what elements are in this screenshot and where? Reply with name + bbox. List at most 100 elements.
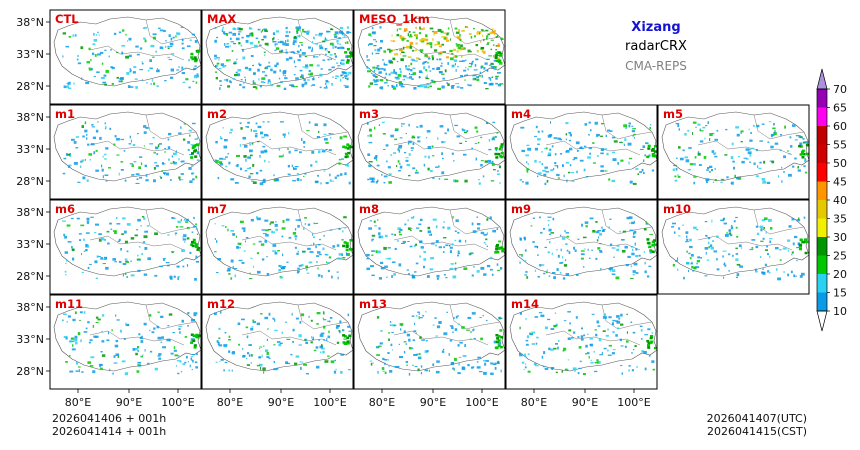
lon-tick-label: 80°E bbox=[521, 396, 547, 409]
panel-label: m14 bbox=[511, 297, 539, 311]
lat-tick-label: 38°N bbox=[16, 206, 44, 219]
lat-tick-label: 33°N bbox=[16, 48, 44, 61]
panel-m5: m5 bbox=[657, 104, 810, 200]
colorbar-segment bbox=[817, 163, 827, 182]
colorbar-segment bbox=[817, 200, 827, 219]
panel-grid: CTL MAX MESO_1km m1 m2 m3 m4 m5 m6 m7 m8 m9 m10 m11 m1… bbox=[49, 9, 810, 390]
system-title: CMA-REPS bbox=[625, 59, 687, 73]
lat-tick-label: 33°N bbox=[16, 333, 44, 346]
colorbar-tick-label: 70 bbox=[833, 83, 847, 96]
valid-time-block: 2026041407(UTC) 2026041415(CST) bbox=[697, 412, 807, 438]
colorbar-segment bbox=[817, 274, 827, 293]
panel-label: m11 bbox=[55, 297, 83, 311]
panel-label: m12 bbox=[207, 297, 235, 311]
colorbar-segment bbox=[817, 144, 827, 163]
region-title: Xizang bbox=[631, 20, 681, 35]
panel-m11: m11 bbox=[49, 294, 202, 390]
colorbar-tick-label: 15 bbox=[833, 287, 847, 300]
lat-tick-label: 38°N bbox=[16, 111, 44, 124]
panel-label: m9 bbox=[511, 202, 531, 216]
colorbar-tick-label: 55 bbox=[833, 139, 847, 152]
colorbar-tick-label: 10 bbox=[833, 305, 847, 318]
colorbar-segment bbox=[817, 255, 827, 274]
panel-m4: m4 bbox=[505, 104, 658, 200]
panel-label: m5 bbox=[663, 107, 683, 121]
panel-label: m7 bbox=[207, 202, 227, 216]
colorbar-segment bbox=[817, 126, 827, 145]
panel-map-layer bbox=[53, 206, 201, 281]
panel-m10: m10 bbox=[657, 199, 810, 295]
panel-map-layer bbox=[53, 111, 201, 184]
panel-map-layer bbox=[53, 301, 201, 376]
panel-label: CTL bbox=[55, 12, 79, 26]
panel-m12: m12 bbox=[201, 294, 354, 390]
panel-map-layer bbox=[661, 206, 809, 281]
title-block: Xizang radarCRX CMA-REPS bbox=[600, 19, 712, 75]
colorbar-tick-label: 65 bbox=[833, 102, 847, 115]
panel-label: m1 bbox=[55, 107, 75, 121]
panel-m14: m14 bbox=[505, 294, 658, 390]
lat-tick-label: 38°N bbox=[16, 301, 44, 314]
panel-map-layer bbox=[53, 16, 201, 89]
colorbar-tick-label: 50 bbox=[833, 157, 847, 170]
lon-tick-label: 90°E bbox=[420, 396, 446, 409]
colorbar-tick-label: 45 bbox=[833, 176, 847, 189]
lat-tick-label: 38°N bbox=[16, 16, 44, 29]
lat-tick-label: 28°N bbox=[16, 175, 44, 188]
colorbar-segment bbox=[817, 237, 827, 256]
panel-label: MAX bbox=[207, 12, 236, 26]
valid-time-utc: 2026041407(UTC) bbox=[706, 412, 807, 425]
colorbar-tick-label: 35 bbox=[833, 213, 847, 226]
lon-tick-label: 100°E bbox=[465, 396, 498, 409]
valid-time-cst: 2026041415(CST) bbox=[707, 425, 807, 438]
colorbar-segment bbox=[817, 292, 827, 311]
panel-label: m3 bbox=[359, 107, 379, 121]
panel-label: m8 bbox=[359, 202, 379, 216]
lon-tick-label: 100°E bbox=[617, 396, 650, 409]
colorbar-over-arrow bbox=[816, 68, 828, 90]
panel-map-layer bbox=[357, 301, 505, 376]
lat-tick-label: 33°N bbox=[16, 238, 44, 251]
panel-map-layer bbox=[205, 301, 353, 375]
panel-m9: m9 bbox=[505, 199, 658, 295]
init-time-cst: 2026041414 + 001h bbox=[52, 425, 167, 438]
panel-map-layer bbox=[205, 16, 353, 90]
lon-tick-label: 90°E bbox=[572, 396, 598, 409]
lon-tick-label: 90°E bbox=[116, 396, 142, 409]
colorbar-segment bbox=[817, 218, 827, 237]
panel-m6: m6 bbox=[49, 199, 202, 295]
lat-tick-label: 28°N bbox=[16, 80, 44, 93]
colorbar: 70 65 60 55 50 45 40 35 30 25 20 15 10 bbox=[816, 68, 847, 332]
lat-tick-label: 33°N bbox=[16, 143, 44, 156]
panel-map-layer bbox=[509, 301, 657, 376]
colorbar-tick-label: 40 bbox=[833, 194, 847, 207]
colorbar-tick-label: 30 bbox=[833, 231, 847, 244]
colorbar-tick-label: 60 bbox=[833, 120, 847, 133]
panel-m13: m13 bbox=[353, 294, 506, 390]
panel-m7: m7 bbox=[201, 199, 354, 295]
product-title: radarCRX bbox=[625, 39, 687, 54]
init-time-utc: 2026041406 + 001h bbox=[52, 412, 167, 425]
lon-tick-label: 80°E bbox=[65, 396, 91, 409]
colorbar-segment bbox=[817, 89, 827, 108]
panel-label: m13 bbox=[359, 297, 387, 311]
panel-map-layer bbox=[205, 111, 353, 186]
panel-label: m4 bbox=[511, 107, 531, 121]
colorbar-tick-label: 20 bbox=[833, 268, 847, 281]
panel-m1: m1 bbox=[49, 104, 202, 200]
panel-m3: m3 bbox=[353, 104, 506, 200]
panel-map-layer bbox=[357, 16, 505, 90]
lat-tick-label: 28°N bbox=[16, 365, 44, 378]
panel-ctl: CTL bbox=[49, 9, 202, 105]
colorbar-tick-label: 25 bbox=[833, 250, 847, 263]
panel-map-layer bbox=[661, 111, 809, 185]
panel-map-layer bbox=[357, 111, 505, 185]
panel-map-layer bbox=[357, 206, 505, 280]
panel-meso-1km: MESO_1km bbox=[353, 9, 506, 105]
colorbar-segment bbox=[817, 181, 827, 200]
colorbar-under-arrow bbox=[816, 310, 828, 332]
longitude-axis: 80°E 90°E 100°E 80°E 90°E 100°E 80°E 90°E 100°E 8… bbox=[65, 389, 651, 409]
colorbar-segment bbox=[817, 107, 827, 126]
lon-tick-label: 100°E bbox=[313, 396, 346, 409]
latitude-axis: 38°N 33°N 28°N 38°N 33°N 28°N 38°N 33°N 28°N 38°N… bbox=[16, 16, 50, 378]
